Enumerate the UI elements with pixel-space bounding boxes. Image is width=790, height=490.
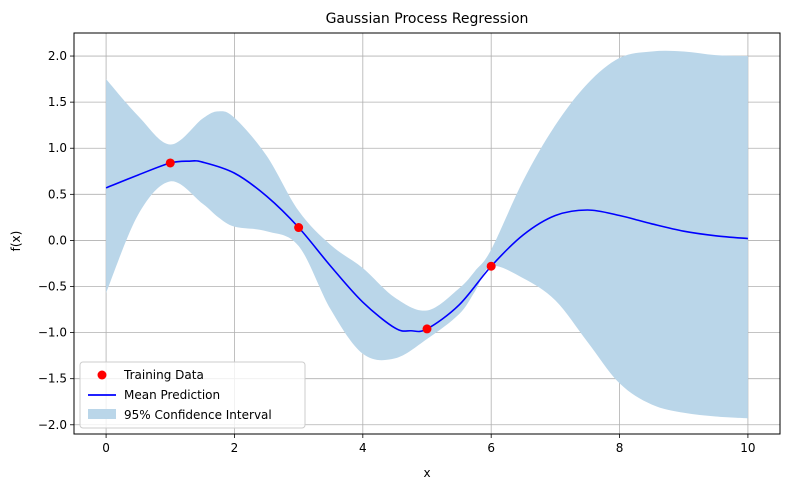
- confidence-band-layer: [106, 50, 748, 419]
- confidence-band: [106, 50, 748, 419]
- training-point: [165, 158, 175, 168]
- legend-label-training-data: Training Data: [123, 368, 204, 382]
- chart-title: Gaussian Process Regression: [326, 11, 529, 27]
- training-points-layer: [165, 158, 496, 334]
- mean-prediction-line: [105, 159, 748, 333]
- y-tick-label: 1.0: [48, 141, 67, 155]
- training-point: [486, 261, 496, 271]
- legend-patch-confidence-interval: [88, 409, 116, 419]
- training-point: [294, 223, 304, 233]
- y-axis-label: f(x): [9, 231, 23, 252]
- x-tick-label: 6: [487, 441, 495, 455]
- legend-box: [79, 361, 306, 429]
- y-tick-label: 1.5: [48, 95, 67, 109]
- y-tick-label: −1.0: [38, 326, 67, 340]
- tick-layer: 0 2 4 6 8 10 −2.0 −1.5 −1.0 −0.5 0.0 0.5 1.0 1.5 2.0: [38, 49, 756, 455]
- x-tick-label: 2: [231, 441, 239, 455]
- x-axis-label: x: [423, 466, 430, 480]
- y-tick-label: −2.0: [38, 418, 67, 432]
- plot-frame: [73, 32, 781, 435]
- legend-label-confidence-interval: 95% Confidence Interval: [124, 408, 272, 422]
- y-tick-label: −1.5: [38, 372, 67, 386]
- legend-label-mean-prediction: Mean Prediction: [124, 388, 220, 402]
- mean-line-layer: [105, 159, 748, 333]
- x-tick-label: 4: [359, 441, 367, 455]
- y-tick-label: −0.5: [38, 280, 67, 294]
- y-tick-label: 0.0: [48, 233, 67, 247]
- y-tick-label: 2.0: [48, 49, 67, 63]
- x-tick-label: 0: [102, 441, 110, 455]
- x-tick-label: 10: [740, 441, 755, 455]
- legend-marker-training-data: [97, 370, 107, 380]
- legend: Training Data Mean Prediction 95% Confid…: [79, 361, 306, 429]
- training-point: [422, 324, 432, 334]
- y-tick-label: 0.5: [48, 187, 67, 201]
- x-tick-label: 8: [616, 441, 624, 455]
